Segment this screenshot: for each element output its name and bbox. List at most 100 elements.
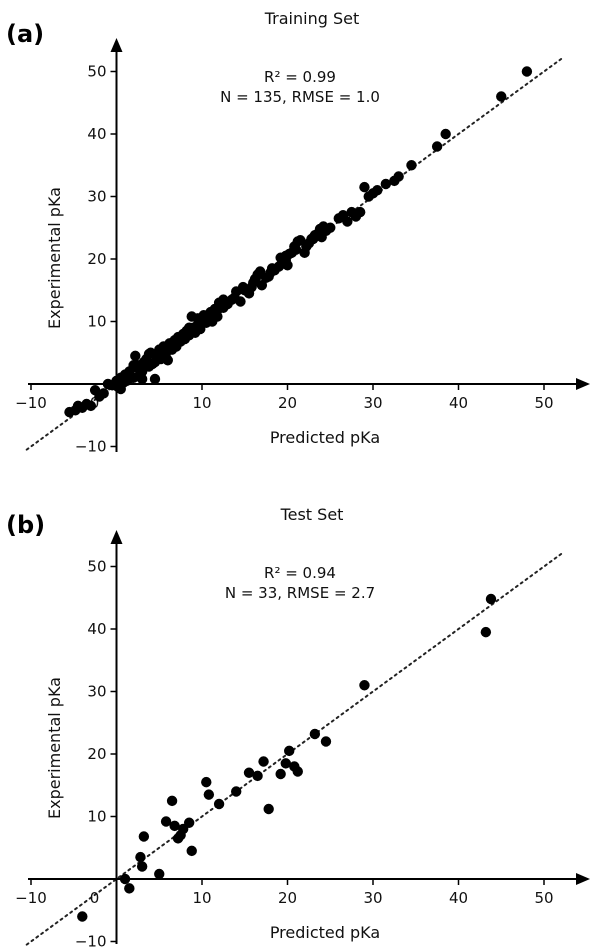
data-point [306, 233, 317, 245]
panel-label: (a) [6, 20, 44, 48]
r2-annotation: R² = 0.94 [264, 564, 336, 582]
data-point [284, 745, 295, 757]
x-axis-label: Predicted pKa [270, 923, 380, 942]
data-point [263, 803, 274, 815]
data-point [359, 680, 370, 691]
data-point [128, 372, 139, 383]
x-tick-label: −10 [15, 889, 47, 907]
data-point [218, 294, 229, 305]
data-point [158, 342, 169, 353]
data-point [431, 141, 443, 152]
y-tick-label: −10 [75, 933, 107, 947]
x-tick-label: 0 [90, 889, 100, 907]
data-point [258, 756, 269, 767]
data-point [130, 350, 141, 362]
data-point [280, 758, 291, 769]
data-point [292, 236, 303, 247]
data-point [212, 305, 223, 316]
data-point [169, 820, 180, 832]
data-point [136, 373, 148, 385]
data-point [280, 255, 291, 266]
x-tick-label: 30 [363, 394, 382, 412]
data-point [183, 322, 195, 333]
x-tick-label: 10 [192, 889, 211, 907]
x-tick-label: −10 [15, 394, 47, 412]
y-axis-arrow [110, 530, 123, 544]
data-point [201, 776, 212, 788]
data-point [149, 373, 161, 385]
data-point [186, 845, 197, 857]
y-tick-label: 40 [87, 125, 106, 143]
panel-label: (b) [6, 511, 45, 539]
data-point [440, 128, 451, 140]
data-point [229, 292, 240, 303]
data-point [132, 360, 144, 371]
data-point [135, 851, 146, 863]
chart-title: Test Set [280, 505, 344, 524]
data-point [292, 766, 303, 777]
r2-annotation: R² = 0.99 [264, 68, 336, 86]
data-point [201, 315, 212, 326]
data-point [160, 816, 172, 827]
data-point [393, 171, 404, 182]
data-point [192, 313, 203, 324]
data-point [213, 798, 225, 810]
data-point [115, 383, 126, 395]
x-tick-label: 50 [534, 394, 553, 412]
data-point [119, 373, 131, 385]
data-point [380, 178, 392, 190]
data-point [231, 786, 242, 797]
panel-a: (a) Training Set R² = 0.99 N = 135, RMSE… [6, 9, 590, 456]
data-point [342, 216, 353, 227]
data-point [406, 160, 417, 171]
y-tick-label: 20 [87, 745, 106, 763]
data-point [149, 356, 161, 368]
data-point [166, 340, 178, 351]
y-tick-label: 30 [87, 188, 106, 206]
data-point [275, 768, 286, 780]
x-tick-label: 50 [534, 889, 553, 907]
data-point [333, 213, 344, 224]
data-point [77, 911, 88, 922]
data-point [252, 770, 263, 782]
data-point [85, 400, 97, 412]
data-point [119, 873, 131, 885]
n-rmse-annotation: N = 33, RMSE = 2.7 [225, 584, 375, 602]
y-tick-label: 30 [87, 683, 106, 701]
data-point [485, 593, 497, 605]
y-tick-label: 40 [87, 620, 106, 638]
data-point [480, 626, 492, 638]
data-point [301, 241, 312, 252]
y-tick-label: 50 [87, 558, 106, 576]
data-point [94, 391, 105, 402]
x-tick-label: 30 [363, 889, 382, 907]
data-point [183, 817, 195, 828]
data-point [138, 831, 150, 842]
x-axis-arrow [576, 873, 590, 885]
data-point [496, 91, 507, 102]
data-point [166, 795, 178, 807]
data-point [243, 767, 255, 778]
y-tick-label: 10 [87, 808, 106, 826]
data-point [359, 181, 370, 193]
y-tick-label: 50 [87, 63, 106, 81]
y-axis-label: Experimental pKa [45, 187, 64, 329]
data-point [263, 271, 274, 282]
data-point [203, 789, 215, 800]
data-point [354, 206, 366, 218]
y-tick-label: −10 [75, 438, 107, 456]
data-point [246, 281, 257, 293]
x-tick-label: 40 [449, 394, 468, 412]
panel-b: (b) Test Set R² = 0.94 N = 33, RMSE = 2.… [6, 505, 590, 947]
data-point [266, 263, 278, 274]
data-point [318, 221, 329, 232]
data-point [124, 883, 135, 894]
x-tick-label: 40 [449, 889, 468, 907]
x-tick-label: 10 [192, 394, 211, 412]
x-tick-label: 20 [278, 394, 297, 412]
x-axis-label: Predicted pKa [270, 428, 380, 447]
chart-title: Training Set [264, 9, 360, 28]
n-rmse-annotation: N = 135, RMSE = 1.0 [220, 88, 380, 106]
y-axis-arrow [110, 38, 123, 52]
data-point [237, 281, 249, 293]
